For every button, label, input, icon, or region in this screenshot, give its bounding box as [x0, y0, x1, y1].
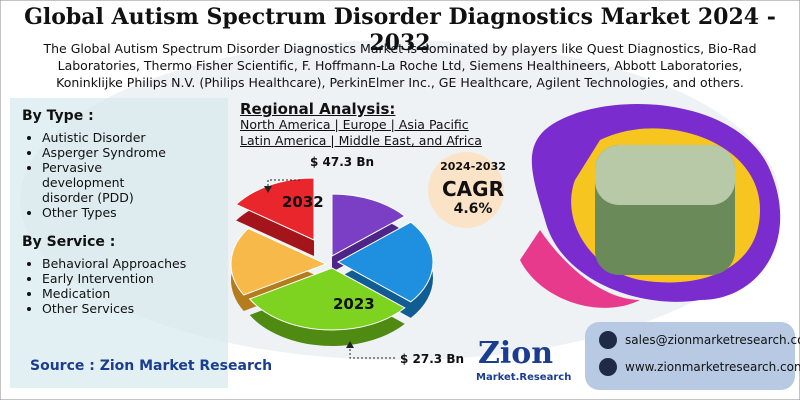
arrow-head — [264, 186, 272, 193]
cagr: 2024-2032 CAGR 4.6% — [428, 160, 518, 217]
list-item: Asperger Syndrome — [42, 145, 222, 160]
by-type: By Type : Autistic Disorder Asperger Syn… — [22, 108, 222, 220]
arrow — [267, 179, 300, 188]
by-service: By Service : Behavioral Approaches Early… — [22, 234, 222, 316]
logo-sub: Market.Research — [476, 372, 572, 383]
pie-slice — [336, 221, 434, 303]
value-label: $ 47.3 Bn — [310, 155, 375, 169]
left-panel — [10, 98, 228, 388]
blob — [520, 230, 640, 308]
list-item: Pervasive development disorder (PDD) — [42, 160, 162, 205]
section-heading: By Type : — [22, 108, 94, 124]
section-heading: Regional Analysis: — [240, 100, 396, 118]
list-item: Other Types — [42, 205, 222, 220]
email: sales@zionmarketresearch.com — [625, 333, 800, 347]
source: Source : Zion Market Research — [30, 358, 273, 374]
web-icon — [599, 358, 617, 376]
region-line: Latin America | Middle East, and Africa — [240, 133, 482, 148]
list-item: Early Intervention — [42, 271, 222, 286]
list: Autistic Disorder Asperger Syndrome Perv… — [22, 130, 222, 220]
year-label: 2032 — [282, 193, 324, 211]
value-label: $ 27.3 Bn — [400, 352, 465, 366]
section-heading: By Service : — [22, 234, 116, 250]
arrow — [349, 345, 395, 359]
pie-chart — [230, 177, 434, 346]
pie-slice — [248, 267, 406, 331]
cagr-period: 2024-2032 — [440, 160, 506, 173]
logo-name: Zion — [478, 336, 554, 371]
list-item: Autistic Disorder — [42, 130, 222, 145]
pie-slice — [230, 227, 328, 296]
year-label: 2023 — [333, 295, 375, 313]
list-item: Behavioral Approaches — [42, 256, 222, 271]
contact-panel — [585, 322, 795, 390]
cagr-glow — [428, 152, 504, 228]
email-icon — [599, 331, 617, 349]
title: Global Autism Spectrum Disorder Diagnost… — [24, 4, 776, 56]
list-item: Other Services — [42, 301, 222, 316]
region-line: North America | Europe | Asia Pacific — [240, 117, 469, 132]
website: www.zionmarketresearch.com — [625, 360, 800, 374]
regional-analysis: Regional Analysis: North America | Europ… — [240, 101, 482, 149]
arrow-head — [346, 341, 354, 348]
cagr-value: 4.6% — [453, 201, 493, 217]
photo-sky — [595, 145, 735, 205]
description: The Global Autism Spectrum Disorder Diag… — [43, 41, 757, 90]
list: Behavioral Approaches Early Intervention… — [22, 256, 222, 316]
pie-slice — [235, 177, 315, 241]
list-item: Medication — [42, 286, 222, 301]
cagr-label: CAGR — [442, 177, 504, 201]
pie-slice — [331, 193, 406, 257]
